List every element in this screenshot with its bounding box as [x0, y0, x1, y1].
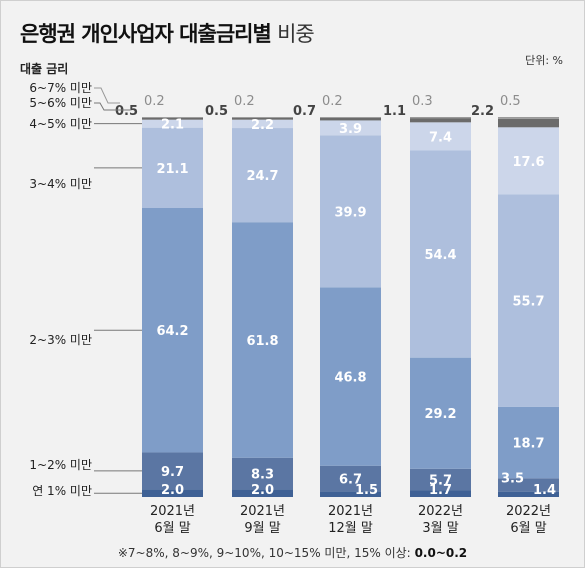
category-label: 2021년: [150, 504, 195, 519]
bar-segment: [320, 117, 381, 121]
bar-segment: [320, 117, 381, 118]
data-label: 2.0: [161, 483, 184, 498]
data-label: 0.5: [500, 94, 521, 109]
bar-segment: [410, 150, 471, 358]
data-label: 17.6: [512, 155, 544, 170]
legend-label: 4~5% 미만: [29, 117, 92, 131]
legend-label: 연 1% 미만: [32, 484, 92, 498]
bar-segment: [498, 118, 559, 128]
legend-label: 6~7% 미만: [29, 81, 92, 95]
category-label: 12월 말: [328, 521, 373, 536]
bar-segment: [142, 208, 203, 453]
bar-segment: [142, 119, 203, 128]
data-label: 55.7: [512, 295, 544, 310]
data-label: 0.5: [205, 104, 228, 119]
data-label: 46.8: [334, 371, 366, 386]
data-label: 7.4: [429, 130, 452, 145]
bar-segment: [320, 287, 381, 466]
bar-segment: [320, 135, 381, 288]
leader-line: [94, 102, 130, 111]
bar-segment: [142, 117, 203, 120]
title-bold: 은행권 개인사업자 대출금리별: [20, 22, 272, 46]
data-label: 2.2: [251, 118, 274, 133]
bar-segment: [232, 117, 293, 120]
data-label: 1.7: [429, 483, 452, 498]
unit-label: 단위: %: [525, 54, 563, 67]
data-label: 21.1: [156, 162, 188, 177]
chart-title: 은행권 개인사업자 대출금리별 비중: [20, 18, 315, 48]
data-label: 8.3: [251, 468, 274, 483]
bar-segment: [410, 122, 471, 151]
data-label: 24.7: [246, 169, 278, 184]
legend-label: 1~2% 미만: [29, 458, 92, 472]
bar-segment: [142, 489, 203, 497]
data-label: 2.0: [251, 483, 274, 498]
footnote-range: 0.0~0.2: [414, 546, 468, 560]
data-label: 3.5: [501, 471, 524, 486]
data-label: 1.4: [533, 483, 556, 498]
bar-segment: [410, 118, 471, 123]
data-label: 0.5: [115, 104, 138, 119]
rate-header: 대출 금리: [20, 62, 69, 76]
bar-segment: [232, 117, 293, 118]
data-label: 9.7: [161, 465, 184, 480]
footnote: ※7~8%, 8~9%, 9~10%, 10~15% 미만, 15% 이상: 0…: [0, 544, 585, 561]
bar-segment: [410, 357, 471, 469]
legend-label: 2~3% 미만: [29, 333, 92, 347]
bar-segment: [498, 127, 559, 195]
bar-segment: [232, 119, 293, 129]
category-label: 9월 말: [244, 521, 280, 536]
data-label: 18.7: [512, 437, 544, 452]
bar-segment: [142, 452, 203, 490]
bar-segment: [232, 222, 293, 458]
bar-segment: [232, 457, 293, 490]
data-label: 3.9: [339, 122, 362, 137]
data-label: 54.4: [424, 248, 456, 263]
data-label: 2.2: [471, 104, 494, 119]
data-label: 61.8: [246, 334, 278, 349]
data-label: 0.2: [234, 94, 255, 109]
category-label: 6월 말: [510, 521, 546, 536]
bar-segment: [498, 194, 559, 407]
category-label: 3월 말: [422, 521, 458, 536]
bar-segment: [410, 490, 471, 497]
category-label: 2021년: [240, 504, 285, 519]
title-light: 비중: [277, 22, 315, 46]
legend-label: 5~6% 미만: [29, 96, 92, 110]
data-label: 0.7: [293, 104, 316, 119]
bar-segment: [410, 117, 471, 119]
data-label: 0.2: [322, 94, 343, 109]
data-label: 39.9: [334, 205, 366, 220]
bar-segment: [320, 465, 381, 492]
bar-segment: [498, 478, 559, 492]
data-label: 1.1: [383, 104, 406, 119]
category-label: 6월 말: [154, 521, 190, 536]
bar-segment: [142, 117, 203, 118]
bar-segment: [232, 489, 293, 497]
bar-segment: [320, 120, 381, 136]
category-label: 2022년: [418, 504, 463, 519]
bar-segment: [142, 127, 203, 209]
data-label: 0.3: [412, 94, 433, 109]
bar-segment: [410, 468, 471, 491]
leader-line: [94, 87, 120, 104]
data-label: 2.1: [161, 118, 184, 133]
data-label: 6.7: [339, 473, 362, 488]
bar-segment: [232, 128, 293, 223]
data-label: 0.2: [144, 94, 165, 109]
data-label: 5.7: [429, 474, 452, 489]
bar-segment: [498, 117, 559, 119]
category-label: 2021년: [328, 504, 373, 519]
legend-label: 3~4% 미만: [29, 177, 92, 191]
data-label: 64.2: [156, 324, 188, 339]
data-label: 29.2: [424, 407, 456, 422]
bar-segment: [498, 406, 559, 479]
bar-segment: [320, 491, 381, 497]
bar-segment: [498, 491, 559, 497]
data-label: 1.5: [355, 483, 378, 498]
footnote-text: ※7~8%, 8~9%, 9~10%, 10~15% 미만, 15% 이상:: [117, 546, 411, 560]
category-label: 2022년: [506, 504, 551, 519]
